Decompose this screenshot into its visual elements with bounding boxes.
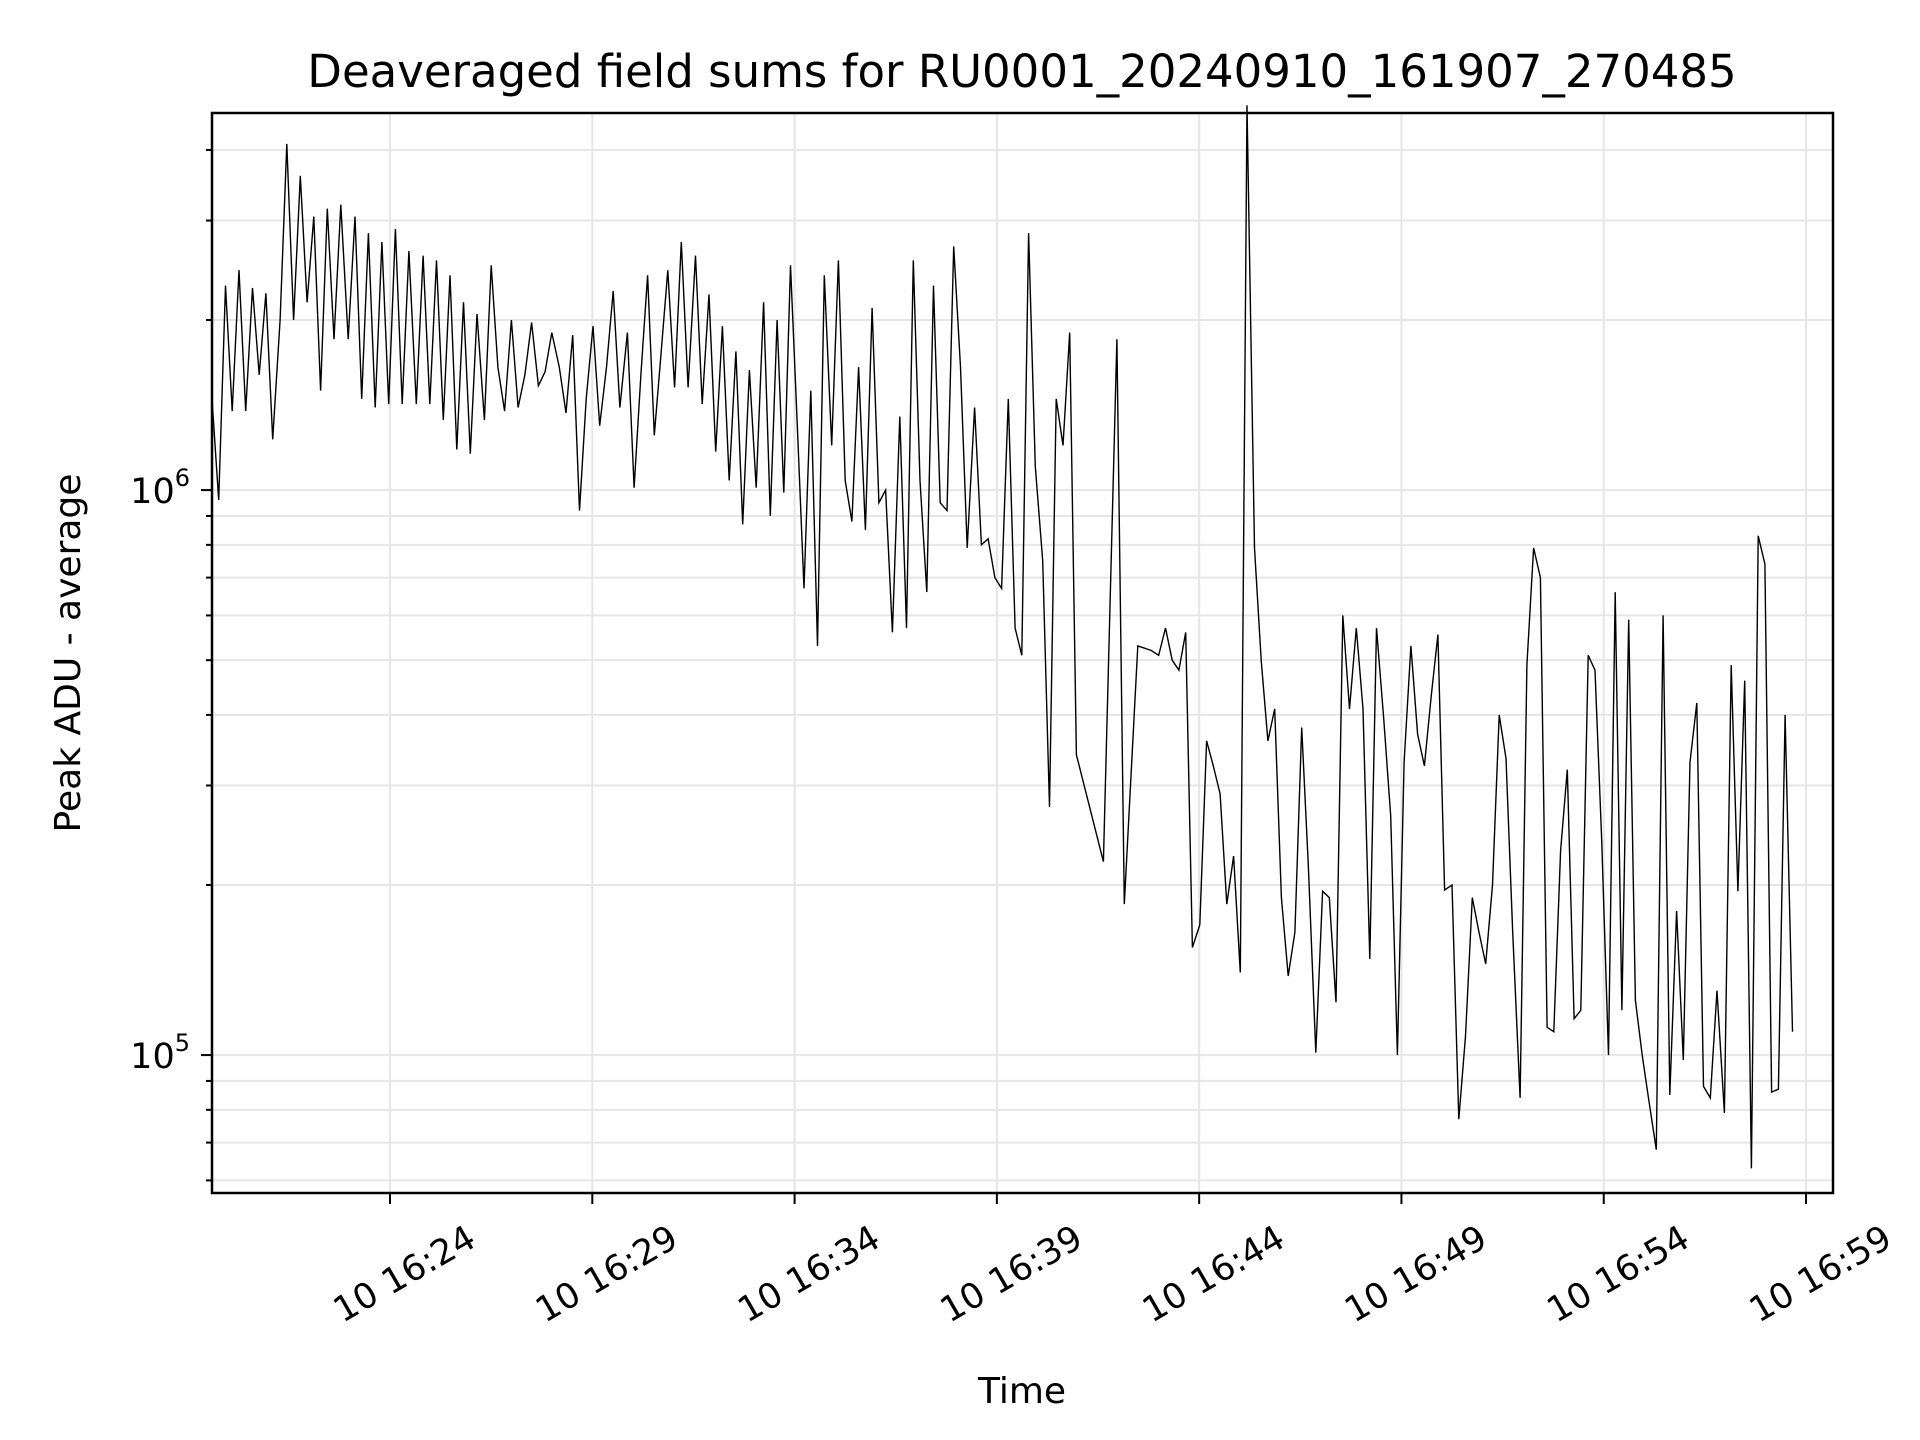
plot-frame — [210, 111, 1835, 1195]
series-line — [211, 105, 1794, 1169]
y-tick-label: 105 — [130, 1029, 190, 1077]
y-tick-base: 10 — [130, 472, 175, 512]
y-tick-exponent: 6 — [175, 464, 190, 492]
y-tick-label: 106 — [130, 464, 190, 512]
y-tick-exponent: 5 — [175, 1029, 190, 1057]
y-tick-base: 10 — [130, 1037, 175, 1077]
chart-title: Deaveraged field sums for RU0001_2024091… — [307, 45, 1736, 98]
x-axis-label: Time — [977, 1371, 1066, 1412]
y-axis-label: Peak ADU - average — [48, 474, 89, 833]
series-layer — [211, 105, 1794, 1169]
